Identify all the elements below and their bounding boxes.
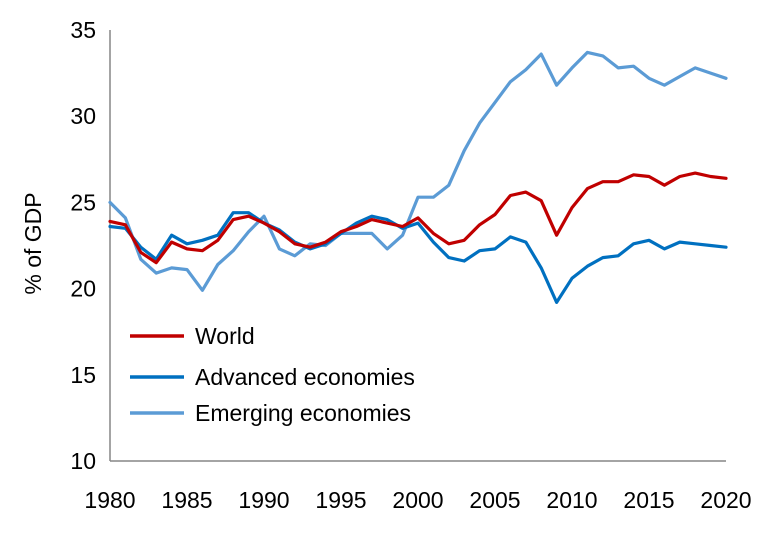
x-tick-label: 1985 [161,487,212,513]
y-tick-label: 25 [70,189,96,215]
y-tick-label: 20 [70,276,96,302]
x-tick-label: 1990 [238,487,289,513]
y-tick-label: 10 [70,448,96,474]
y-axis-title: % of GDP [20,192,46,294]
series-line-emerging-economies [108,50,728,292]
legend-label: Advanced economies [195,364,415,390]
series-line-world [108,171,728,265]
legend-label: World [195,323,255,349]
x-tick-label: 1980 [84,487,135,513]
y-tick-labels: 10 15 20 25 30 35 [70,17,96,474]
x-tick-label: 2005 [469,487,520,513]
legend: World Advanced economies Emerging economie… [130,323,415,426]
x-tick-label: 2020 [700,487,751,513]
series-layer [108,50,728,304]
y-tick-label: 30 [70,103,96,129]
legend-item: Emerging economies [130,400,411,426]
plot-area [108,30,728,462]
legend-item: World [130,323,255,349]
x-tick-label: 1995 [315,487,366,513]
x-tick-label: 2000 [392,487,443,513]
y-tick-label: 15 [70,362,96,388]
legend-item: Advanced economies [130,364,415,390]
legend-label: Emerging economies [195,400,411,426]
y-tick-label: 35 [70,17,96,43]
x-tick-labels: 1980 1985 1990 1995 2000 2005 2010 2015 2020 [84,487,751,513]
series-line-advanced-economies [108,211,728,304]
x-tick-label: 2015 [623,487,674,513]
x-tick-label: 2010 [546,487,597,513]
